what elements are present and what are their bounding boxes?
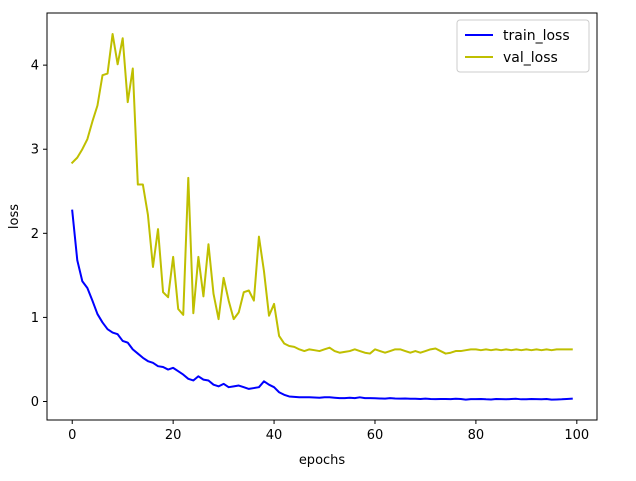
series-line-val-loss [70,33,573,355]
legend-label-train-loss: train_loss [503,28,570,44]
x-tick-label: 80 [468,428,485,443]
y-tick-label: 2 [31,227,39,242]
y-tick-label: 3 [31,143,39,158]
plot-frame [46,12,598,421]
x-tick-label: 60 [367,428,384,443]
x-tick-label: 20 [165,428,182,443]
y-tick-label: 1 [31,311,39,326]
y-tick-label: 4 [31,59,39,74]
legend-entry-val-loss: val_loss [465,50,558,66]
series-layer [70,33,573,401]
legend-box [456,19,590,73]
x-tick-label: 40 [266,428,283,443]
x-axis-ticks: 0 20 40 60 80 100 [68,420,589,443]
x-axis-label: epochs [299,453,346,468]
plot-area [46,12,598,421]
y-tick-label: 0 [31,395,39,410]
y-axis-label: loss [7,204,22,229]
legend-label-val-loss: val_loss [503,50,558,66]
series-line-train-loss [71,209,573,401]
legend-entry-train-loss: train_loss [465,28,570,44]
y-axis-ticks: 0 1 2 3 4 [31,59,47,410]
x-tick-label: 0 [68,428,76,443]
legend: train_loss val_loss [456,19,590,73]
x-tick-label: 100 [564,428,589,443]
